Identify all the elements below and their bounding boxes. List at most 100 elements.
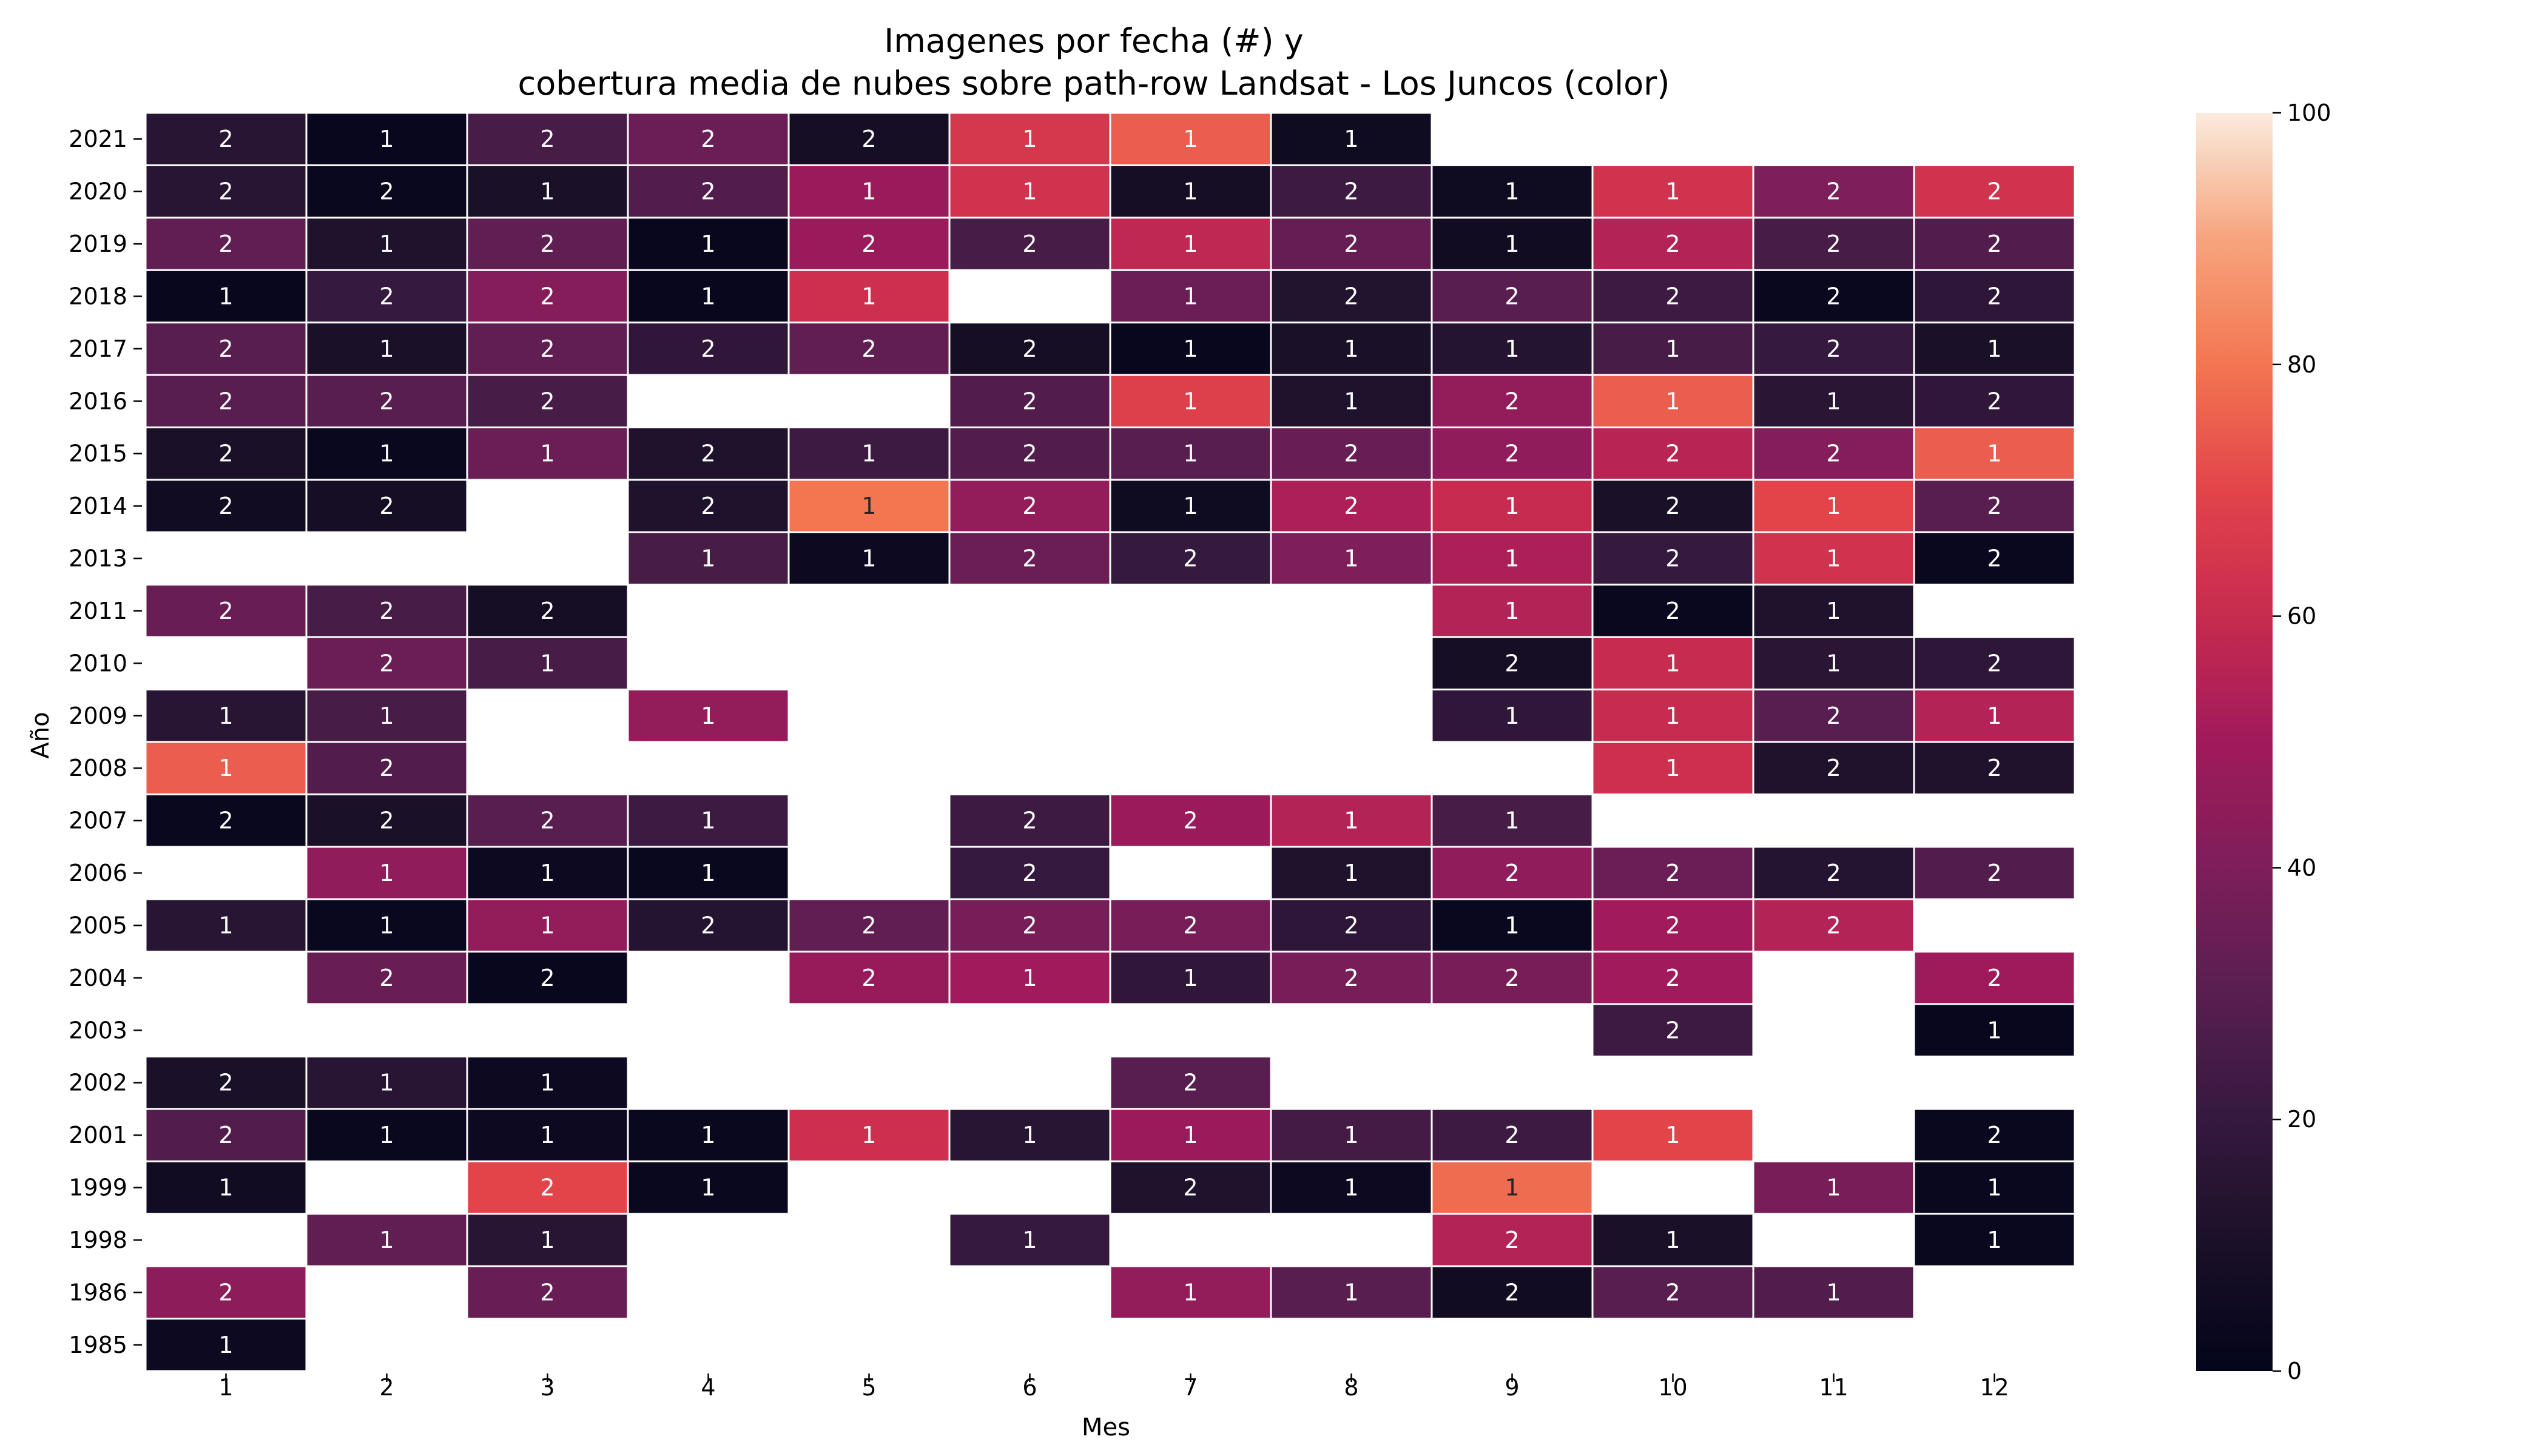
y-tick-label: 2004 <box>69 965 127 991</box>
heatmap-cell <box>1431 1160 1594 1215</box>
heatmap-cell <box>466 584 629 638</box>
cell-count-label: 1 <box>1022 1122 1037 1148</box>
cell-count-label: 1 <box>218 755 233 781</box>
cell-count-label: 1 <box>1183 126 1198 152</box>
cell-count-label: 2 <box>379 178 394 205</box>
cell-count-label: 2 <box>1665 283 1680 309</box>
cell-count-label: 2 <box>379 807 394 834</box>
heatmap-cell <box>1752 741 1915 795</box>
heatmap-cell <box>305 1056 468 1110</box>
cell-count-label: 1 <box>1022 178 1037 205</box>
heatmap-cell <box>1591 426 1754 481</box>
cell-count-label: 1 <box>1987 335 2001 362</box>
y-tick-label: 1985 <box>69 1332 127 1358</box>
cell-count-label: 2 <box>218 178 233 205</box>
cell-count-label: 1 <box>379 126 394 152</box>
cell-count-label: 1 <box>1183 1279 1198 1306</box>
heatmap-cell <box>144 1160 308 1215</box>
cell-count-label: 1 <box>540 912 554 939</box>
heatmap-cell <box>1913 846 2076 900</box>
heatmap-cell <box>1913 1108 2076 1162</box>
cell-count-label: 2 <box>1665 1279 1680 1306</box>
cell-count-label: 1 <box>1344 807 1358 834</box>
cell-count-label: 2 <box>1665 545 1680 572</box>
cell-count-label: 1 <box>1665 335 1680 362</box>
heatmap-cell <box>144 1318 308 1372</box>
cell-count-label: 2 <box>1987 755 2001 781</box>
cell-count-label: 1 <box>1505 703 1519 729</box>
cell-count-label: 1 <box>218 1175 233 1201</box>
cell-count-label: 2 <box>379 650 394 676</box>
heatmap-cell <box>1913 689 2076 743</box>
heatmap-cell <box>1431 217 1594 271</box>
cell-count-label: 2 <box>1022 860 1037 886</box>
cell-count-label: 1 <box>379 335 394 362</box>
cell-count-label: 1 <box>1987 703 2001 729</box>
cell-count-label: 2 <box>379 493 394 519</box>
cell-count-label: 1 <box>1344 388 1358 414</box>
cell-count-label: 2 <box>1505 1122 1519 1148</box>
chart-title-line1: Imagenes por fecha (#) y <box>884 22 1303 60</box>
cell-count-label: 1 <box>1344 1279 1358 1306</box>
cell-count-label: 1 <box>1987 440 2001 467</box>
cell-count-label: 1 <box>1183 1122 1198 1148</box>
heatmap-cell <box>1431 269 1594 324</box>
cell-count-label: 2 <box>1987 388 2001 414</box>
colorbar-tick-label: 20 <box>2287 1106 2316 1133</box>
y-tick-label: 1998 <box>69 1227 127 1253</box>
y-tick-label: 1986 <box>69 1279 127 1306</box>
cell-count-label: 2 <box>218 126 233 152</box>
cell-count-label: 1 <box>1183 965 1198 991</box>
cell-count-label: 1 <box>701 283 715 309</box>
cell-count-label: 2 <box>1826 335 1841 362</box>
heatmap-cell <box>1270 846 1433 900</box>
cell-count-label: 1 <box>861 440 876 467</box>
cell-count-label: 1 <box>1987 1017 2001 1043</box>
heatmap-cell <box>627 846 790 900</box>
heatmap-cell <box>1591 636 1754 691</box>
heatmap-cell <box>1270 531 1433 586</box>
cell-count-label: 1 <box>1505 178 1519 205</box>
cell-count-label: 2 <box>540 126 554 152</box>
colorbar-tick-label: 40 <box>2287 854 2316 881</box>
heatmap-cell <box>305 112 468 166</box>
heatmap-cell <box>1752 374 1915 428</box>
cell-count-label: 2 <box>540 1279 554 1306</box>
heatmap-cell <box>787 898 951 953</box>
heatmap-cell <box>1913 531 2076 586</box>
cell-count-label: 2 <box>1505 440 1519 467</box>
heatmap-cell <box>1431 1213 1594 1267</box>
cell-count-label: 1 <box>1183 493 1198 519</box>
cell-count-label: 2 <box>1183 545 1198 572</box>
cell-count-label: 2 <box>540 598 554 624</box>
heatmap-cell <box>1431 689 1594 743</box>
cell-count-label: 2 <box>379 755 394 781</box>
cell-count-label: 1 <box>1665 178 1680 205</box>
heatmap-cell <box>466 426 629 481</box>
cell-count-label: 2 <box>701 493 715 519</box>
cell-count-label: 2 <box>1505 283 1519 309</box>
cell-count-label: 2 <box>1022 912 1037 939</box>
heatmap-cell <box>1752 1160 1915 1215</box>
cell-count-label: 2 <box>218 807 233 834</box>
y-tick-label: 2010 <box>69 650 127 676</box>
cell-count-label: 1 <box>701 545 715 572</box>
cell-count-label: 2 <box>1022 388 1037 414</box>
cell-count-label: 2 <box>540 1175 554 1201</box>
x-tick-label: 9 <box>1505 1374 1519 1401</box>
cell-count-label: 1 <box>379 1227 394 1253</box>
cell-count-label: 2 <box>1665 598 1680 624</box>
cell-count-label: 2 <box>379 388 394 414</box>
y-tick-label: 1999 <box>69 1175 127 1201</box>
heatmap-cell <box>1109 1160 1272 1215</box>
cell-count-label: 1 <box>1505 493 1519 519</box>
heatmap-cell <box>1270 1265 1433 1320</box>
colorbar <box>2196 113 2273 1371</box>
cell-count-label: 1 <box>379 1070 394 1096</box>
heatmap-cell <box>627 322 790 376</box>
heatmap-cell <box>1591 1265 1754 1320</box>
heatmap-cell <box>1752 636 1915 691</box>
y-tick-label: 2001 <box>69 1122 127 1148</box>
heatmap-cell <box>305 741 468 795</box>
